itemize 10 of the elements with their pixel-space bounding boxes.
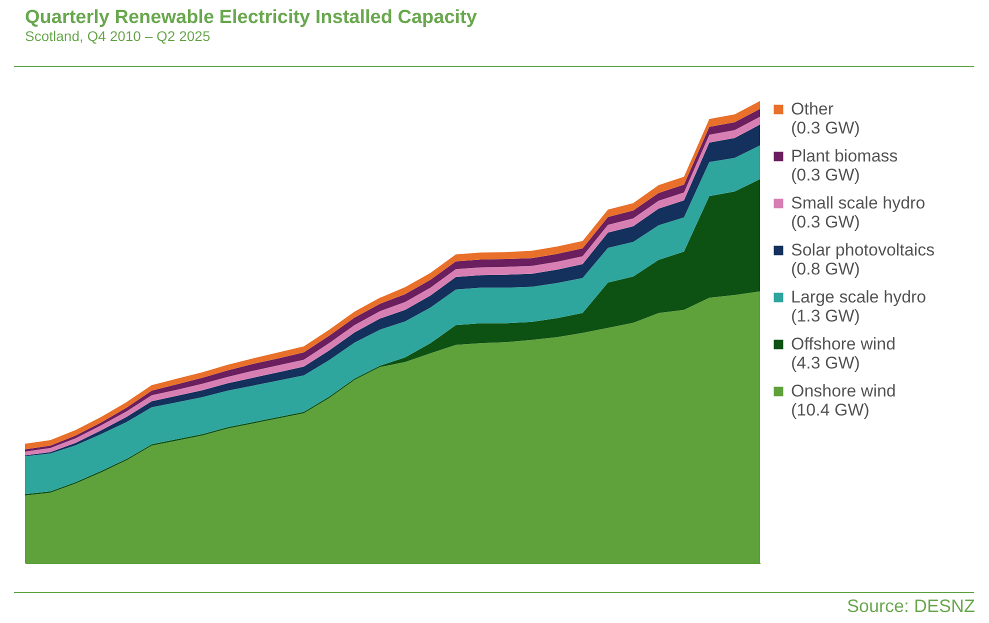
chart-subtitle: Scotland, Q4 2010 – Q2 2025 xyxy=(25,28,210,44)
legend-label: Plant biomass (0.3 GW) xyxy=(791,146,898,184)
source-note: Source: DESNZ xyxy=(846,596,975,617)
legend-label: Onshore wind (10.4 GW) xyxy=(791,382,896,420)
legend-label: Large scale hydro (1.3 GW) xyxy=(791,288,926,326)
legend-label: Other (0.3 GW) xyxy=(791,100,860,138)
legend-label: Offshore wind (4.3 GW) xyxy=(791,334,896,372)
legend-label: Small scale hydro (0.3 GW) xyxy=(791,194,926,232)
legend-label: Solar photovoltaics (0.8 GW) xyxy=(791,240,935,278)
chart-title: Quarterly Renewable Electricity Installed Capacity xyxy=(25,7,478,28)
